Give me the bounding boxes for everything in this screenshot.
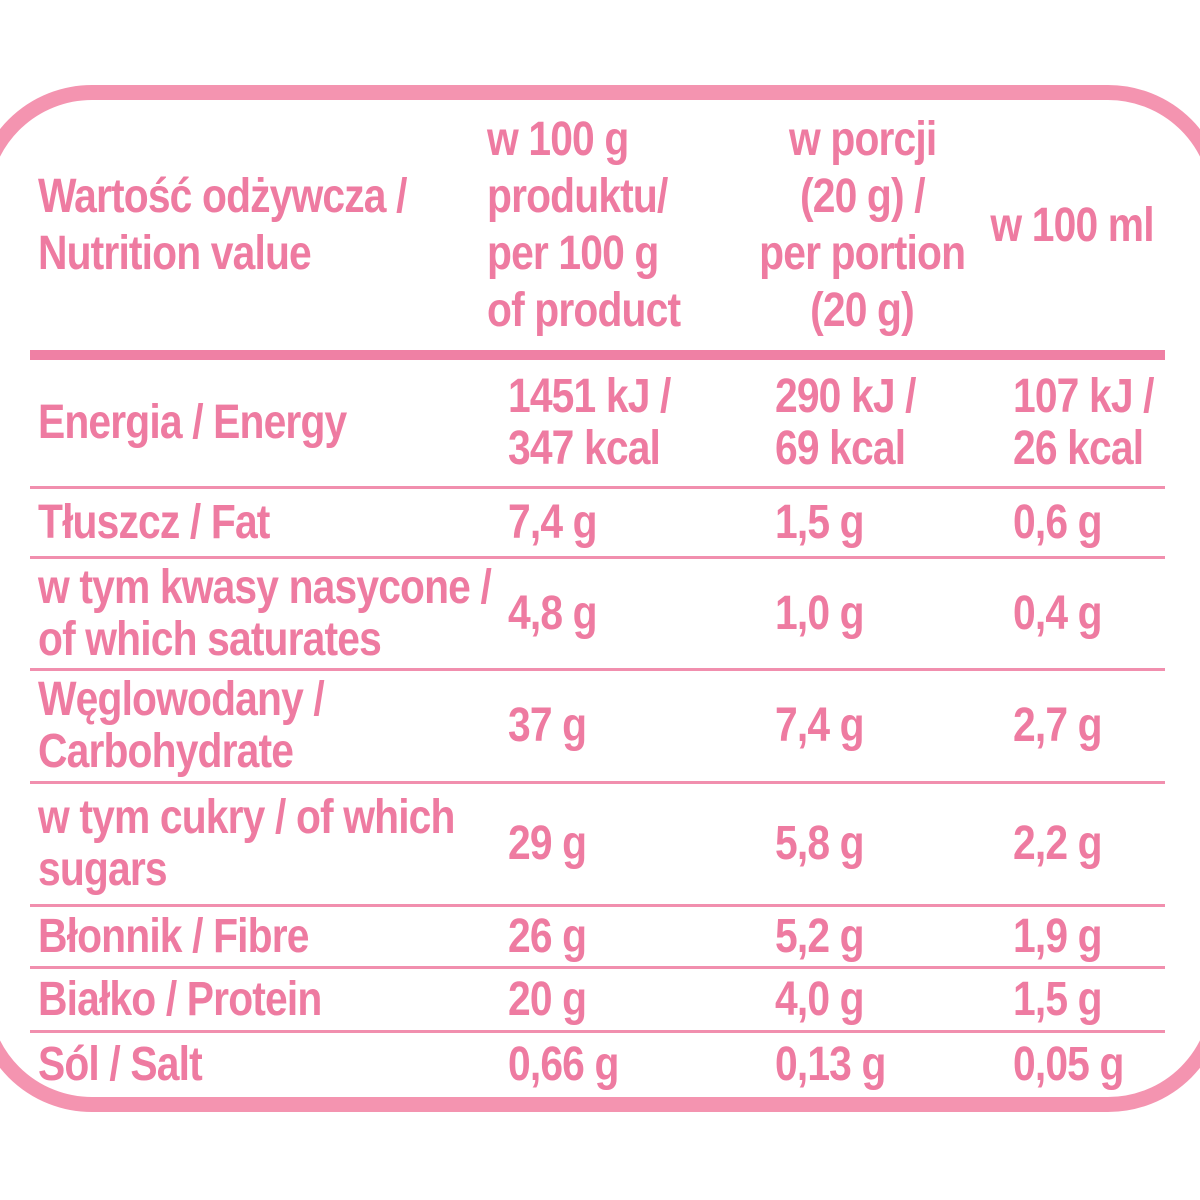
row-label-cell: Błonnik / Fibre [30, 907, 480, 966]
text-line: 4,8 g [508, 586, 598, 640]
text-line: 4,0 g [775, 972, 865, 1026]
text-line: 7,4 g [775, 699, 865, 752]
table-row-carbohydrate: Węglowodany / Carbohydrate 37 g 7,4 g 2,7 g [30, 668, 1165, 781]
text-line: Carbohydrate [38, 725, 294, 778]
value-cell-per-100g: 4,8 g [480, 559, 745, 668]
text-line: 29 g [508, 817, 587, 870]
text-line: 5,8 g [775, 817, 865, 870]
text-line: w 100 g [487, 113, 629, 166]
text-line: w porcji [788, 113, 937, 166]
header-col-per-100ml: w 100 ml [980, 100, 1165, 350]
text-line: Energia / Energy [38, 396, 347, 449]
text-line: (20 g) [810, 284, 916, 337]
value-cell-per-portion: 1,5 g [745, 489, 980, 556]
row-label-cell: Sól / Salt [30, 1033, 480, 1097]
text-line: (20 g) / [800, 170, 926, 223]
text-line: 0,6 g [1013, 495, 1103, 549]
text-line: 0,66 g [508, 1038, 619, 1091]
text-line: w 100 ml [990, 198, 1155, 252]
value-cell-per-100ml: 2,2 g [980, 784, 1165, 904]
text-line: Białko / Protein [38, 972, 322, 1026]
text-line: 1,5 g [1013, 972, 1103, 1026]
text-line: 1,5 g [775, 495, 865, 549]
text-line: 1451 kJ / [508, 370, 671, 423]
text-line: Sól / Salt [38, 1038, 203, 1091]
table-row-fibre: Błonnik / Fibre 26 g 5,2 g 1,9 g [30, 904, 1165, 966]
text-line: w tym cukry / of which [38, 791, 455, 844]
value-cell-per-100ml: 0,4 g [980, 559, 1165, 668]
text-line: 20 g [508, 972, 587, 1026]
table-row-saturates: w tym kwasy nasycone / of which saturates… [30, 556, 1165, 668]
text-line: 0,05 g [1013, 1038, 1124, 1091]
value-cell-per-portion: 5,2 g [745, 907, 980, 966]
value-cell-per-100ml: 1,5 g [980, 969, 1165, 1030]
value-cell-per-portion: 0,13 g [745, 1033, 980, 1097]
value-cell-per-portion: 5,8 g [745, 784, 980, 904]
text-line: 290 kJ / [775, 370, 917, 423]
text-line: 2,2 g [1013, 817, 1103, 870]
text-line: 0,4 g [1013, 586, 1103, 640]
value-cell-per-100g: 37 g [480, 671, 745, 781]
table-body: Energia / Energy 1451 kJ /347 kcal 290 kJ … [30, 360, 1165, 1097]
text-line: of product [487, 284, 681, 337]
row-label-cell: w tym cukry / of which sugars [30, 784, 480, 904]
text-line: 69 kcal [775, 422, 906, 475]
value-cell-per-100g: 29 g [480, 784, 745, 904]
value-cell-per-100ml: 2,7 g [980, 671, 1165, 781]
row-label-cell: Tłuszcz / Fat [30, 489, 480, 556]
text-line: sugars [38, 843, 168, 896]
text-line: per 100 g [487, 227, 659, 280]
text-line: 1,9 g [1013, 909, 1103, 963]
text-line: 5,2 g [775, 909, 865, 963]
value-cell-per-100g: 20 g [480, 969, 745, 1030]
table-row-protein: Białko / Protein 20 g 4,0 g 1,5 g [30, 966, 1165, 1030]
header-row: Wartość odżywcza / Nutrition value w 100… [30, 100, 1165, 360]
text-line: 0,13 g [775, 1038, 886, 1091]
text-line: of which saturates [38, 612, 382, 666]
text-line: 347 kcal [508, 422, 661, 475]
row-label-cell: Węglowodany / Carbohydrate [30, 671, 480, 781]
nutrition-table: Wartość odżywcza / Nutrition value w 100… [30, 100, 1165, 1097]
text-line: w tym kwasy nasycone / [38, 560, 492, 614]
text-line: produktu/ [487, 170, 668, 223]
text-line: 26 kcal [1013, 422, 1144, 475]
row-label-cell: Energia / Energy [30, 360, 480, 486]
text-line: Tłuszcz / Fat [38, 495, 270, 549]
text-line: 37 g [508, 699, 587, 752]
value-cell-per-portion: 1,0 g [745, 559, 980, 668]
text-line: per portion [759, 227, 967, 280]
header-col-nutrition-value: Wartość odżywcza / Nutrition value [30, 100, 480, 350]
value-cell-per-portion: 7,4 g [745, 671, 980, 781]
text-line: Węglowodany / [38, 673, 325, 726]
table-row-sugars: w tym cukry / of which sugars 29 g 5,8 g 2,2… [30, 781, 1165, 904]
text-line: Błonnik / Fibre [38, 909, 309, 963]
value-cell-per-100g: 0,66 g [480, 1033, 745, 1097]
table-row-energy: Energia / Energy 1451 kJ /347 kcal 290 kJ … [30, 360, 1165, 486]
value-cell-per-portion: 290 kJ /69 kcal [745, 360, 980, 486]
value-cell-per-100ml: 107 kJ /26 kcal [980, 360, 1165, 486]
table-row-salt: Sól / Salt 0,66 g 0,13 g 0,05 g [30, 1030, 1165, 1097]
value-cell-per-portion: 4,0 g [745, 969, 980, 1030]
row-label-cell: Białko / Protein [30, 969, 480, 1030]
value-cell-per-100g: 26 g [480, 907, 745, 966]
text-line: 26 g [508, 909, 587, 963]
text-line: 7,4 g [508, 495, 598, 549]
table-frame [0, 85, 1200, 1112]
text-line: 107 kJ / [1013, 370, 1155, 423]
value-cell-per-100ml: 1,9 g [980, 907, 1165, 966]
value-cell-per-100g: 1451 kJ /347 kcal [480, 360, 745, 486]
text-line: Nutrition value [38, 227, 312, 280]
value-cell-per-100g: 7,4 g [480, 489, 745, 556]
header-col-per-100g: w 100 g produktu/ per 100 g of product [480, 100, 745, 350]
text-line: Wartość odżywcza / [38, 170, 407, 223]
header-col-per-portion: w porcji (20 g) / per portion (20 g) [745, 100, 980, 350]
text-line: 1,0 g [775, 586, 865, 640]
text-line: 2,7 g [1013, 699, 1103, 752]
row-label-cell: w tym kwasy nasycone / of which saturates [30, 559, 492, 668]
value-cell-per-100ml: 0,6 g [980, 489, 1165, 556]
value-cell-per-100ml: 0,05 g [980, 1033, 1165, 1097]
table-row-fat: Tłuszcz / Fat 7,4 g 1,5 g 0,6 g [30, 486, 1165, 556]
